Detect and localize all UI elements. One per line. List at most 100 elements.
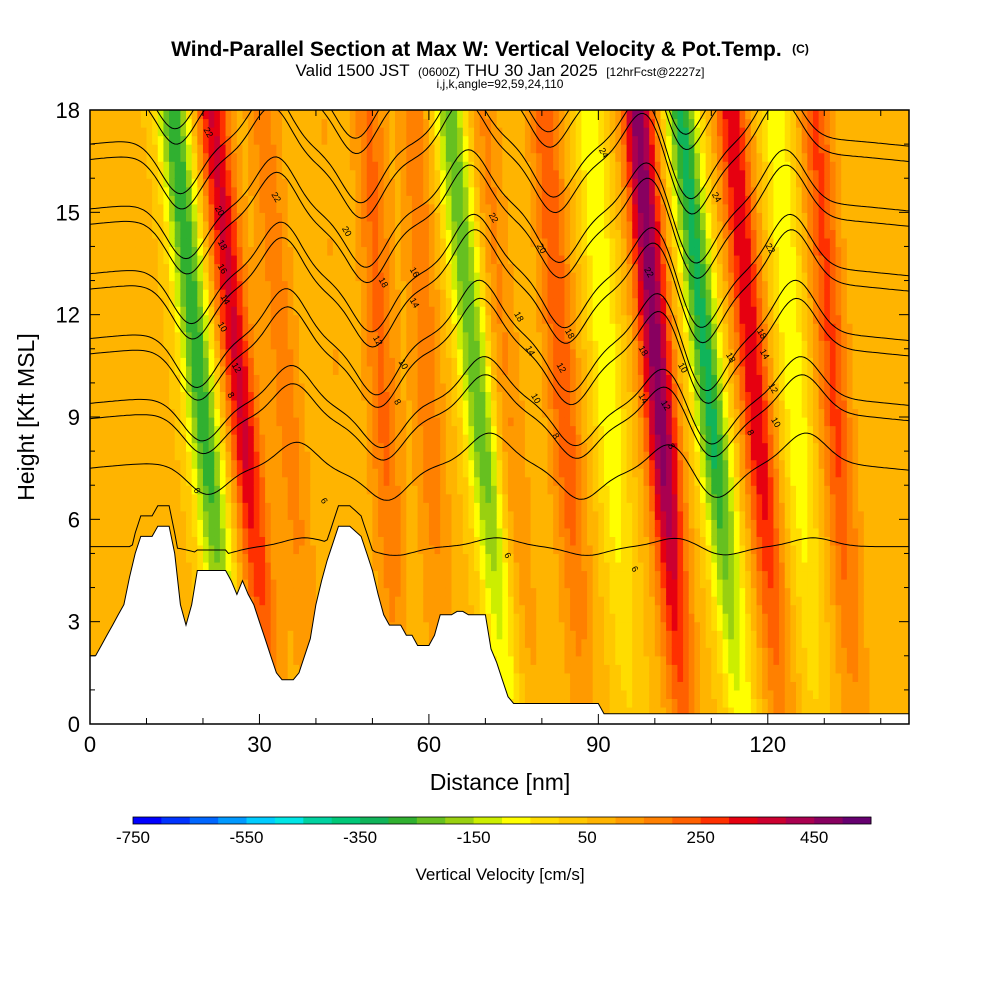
w-cell: [180, 144, 187, 154]
w-cell: [361, 417, 368, 427]
w-cell: [174, 417, 181, 427]
w-cell: [406, 314, 413, 324]
w-cell: [197, 169, 204, 179]
w-cell: [270, 110, 277, 120]
w-cell: [219, 340, 227, 350]
w-cell: [428, 382, 436, 393]
w-cell: [372, 553, 379, 563]
w-cell: [349, 357, 357, 367]
w-cell: [225, 314, 232, 324]
w-cell: [406, 493, 413, 503]
w-cell: [248, 340, 255, 350]
w-cell: [344, 229, 351, 239]
w-cell: [135, 323, 142, 333]
w-cell: [372, 314, 379, 324]
w-cell: [106, 613, 114, 623]
w-cell: [106, 408, 114, 418]
w-cell: [123, 297, 131, 307]
w-cell: [174, 476, 181, 486]
w-cell: [315, 297, 323, 307]
w-cell: [321, 289, 328, 299]
w-cell: [231, 570, 238, 580]
w-cell: [344, 237, 351, 248]
w-cell: [417, 561, 424, 572]
w-cell: [389, 382, 396, 393]
w-cell: [440, 399, 447, 410]
w-cell: [417, 442, 424, 452]
w-cell: [95, 357, 102, 367]
w-cell: [123, 272, 131, 282]
w-cell: [276, 340, 283, 350]
w-cell: [214, 357, 221, 367]
w-cell: [180, 263, 187, 273]
w-cell: [372, 468, 379, 478]
w-cell: [411, 451, 419, 461]
w-cell: [152, 178, 159, 188]
w-cell: [349, 442, 357, 452]
w-cell: [395, 212, 402, 222]
w-cell: [293, 459, 300, 469]
w-cell: [406, 118, 413, 128]
w-cell: [372, 527, 379, 537]
w-cell: [214, 493, 221, 503]
w-cell: [462, 510, 470, 520]
w-cell: [101, 570, 108, 580]
w-cell: [152, 485, 159, 495]
w-cell: [400, 289, 407, 299]
w-cell: [135, 536, 142, 546]
w-cell: [135, 408, 142, 418]
w-cell: [293, 203, 300, 213]
w-cell: [180, 596, 187, 606]
w-cell: [389, 237, 396, 248]
w-cell: [462, 135, 470, 145]
w-cell: [112, 527, 119, 537]
w-cell: [180, 374, 187, 384]
w-cell: [406, 476, 413, 486]
w-cell: [462, 212, 470, 222]
w-cell: [101, 544, 108, 555]
w-cell: [366, 553, 374, 563]
w-cell: [180, 399, 187, 410]
w-cell: [265, 425, 272, 435]
w-cell: [383, 118, 390, 128]
w-cell: [123, 553, 131, 563]
w-cell: [417, 399, 424, 410]
w-cell: [355, 178, 362, 188]
w-cell: [315, 510, 323, 520]
w-cell: [428, 399, 436, 410]
w-cell: [202, 561, 210, 572]
w-cell: [242, 186, 249, 196]
w-cell: [428, 135, 436, 145]
w-cell: [315, 212, 323, 222]
w-cell: [310, 442, 317, 452]
w-cell: [287, 647, 294, 657]
w-cell: [106, 519, 114, 529]
w-cell: [344, 519, 351, 529]
w-cell: [372, 212, 379, 222]
w-cell: [440, 195, 447, 205]
w-cell: [457, 357, 464, 367]
w-cell: [248, 348, 255, 358]
w-cell: [293, 382, 300, 393]
w-cell: [417, 289, 424, 299]
w-cell: [276, 510, 283, 520]
w-cell: [225, 186, 232, 196]
w-cell: [417, 135, 424, 145]
w-cell: [417, 579, 424, 589]
w-cell: [152, 203, 159, 213]
w-cell: [389, 553, 396, 563]
w-cell: [248, 434, 255, 444]
w-cell: [208, 382, 215, 393]
w-cell: [253, 553, 261, 563]
w-cell: [282, 340, 289, 350]
w-cell: [90, 263, 97, 273]
w-cell: [253, 468, 261, 478]
w-cell: [208, 434, 215, 444]
w-cell: [276, 442, 283, 452]
w-cell: [423, 237, 430, 248]
w-cell: [236, 527, 244, 537]
w-cell: [423, 229, 430, 239]
w-cell: [253, 382, 261, 393]
w-cell: [123, 451, 131, 461]
w-cell: [293, 323, 300, 333]
